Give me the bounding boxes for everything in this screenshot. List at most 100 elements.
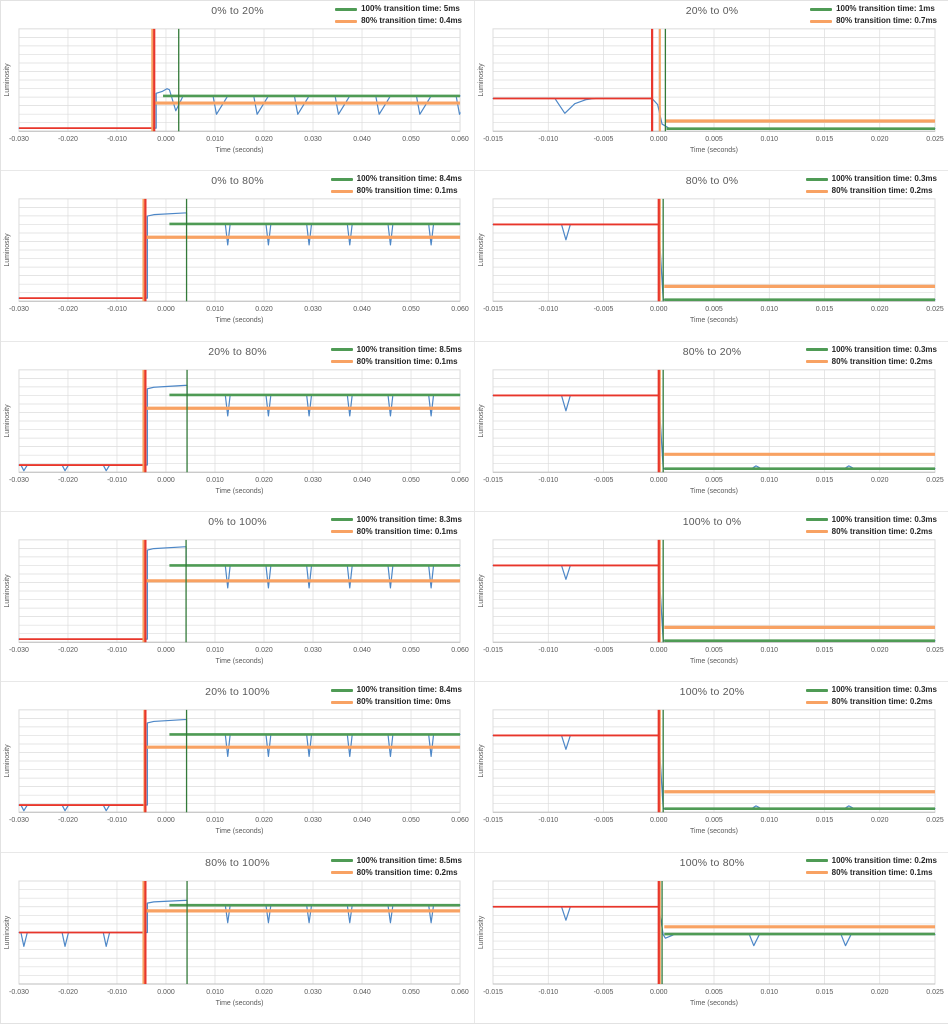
x-axis-label: Time (seconds) — [690, 488, 738, 495]
legend-line-swatch — [805, 859, 828, 863]
x-tick-label: 0.000 — [650, 989, 668, 996]
legend-label: 100% transition time: 0.3ms — [831, 344, 937, 354]
chart-plot: -0.030 -0.020 -0.010 0.000 0.010 0.020 0.030 0.… — [4, 880, 469, 1007]
legend-item: 100% transition time: 0.3ms — [805, 685, 937, 695]
x-tick-label: 0.050 — [402, 989, 420, 996]
legend-line-swatch — [330, 700, 353, 704]
x-tick-label: 0.025 — [926, 989, 944, 996]
x-tick-label: 0.015 — [816, 136, 834, 143]
legend-label: 100% transition time: 5ms — [361, 4, 460, 13]
x-tick-label: -0.030 — [9, 477, 29, 484]
x-tick-label: 0.020 — [255, 136, 273, 143]
x-tick-label: -0.010 — [538, 307, 558, 314]
chart-panel: 100% to 80% 100% transition time: 0.2ms 8… — [475, 852, 948, 1023]
luminosity-trace — [18, 88, 461, 129]
x-tick-label: 0.010 — [206, 307, 224, 314]
traces — [18, 199, 461, 302]
chart-legend: 100% transition time: 0.3ms 80% transitio… — [805, 344, 937, 367]
luminosity-trace — [18, 719, 461, 812]
chart-legend: 100% transition time: 8.4ms 80% transitio… — [330, 174, 462, 196]
y-axis-label: Luminosity — [478, 574, 485, 608]
legend-line-swatch — [805, 189, 828, 193]
x-tick-label: -0.010 — [538, 989, 558, 996]
chart-title: 100% to 80% — [679, 856, 745, 869]
y-axis-label: Luminosity — [4, 744, 11, 778]
x-tick-label: 0.050 — [402, 647, 420, 654]
traces — [18, 369, 461, 472]
legend-item: 80% transition time: 0.2ms — [805, 697, 933, 707]
x-tick-label: 0.020 — [255, 307, 273, 314]
legend-item: 100% transition time: 8.3ms — [330, 515, 462, 525]
legend-line-swatch — [805, 700, 828, 704]
legend-item: 80% transition time: 0.1ms — [805, 868, 933, 878]
chart-title: 80% to 0% — [685, 175, 739, 188]
legend-line-swatch — [805, 360, 828, 364]
x-tick-label: 0.005 — [705, 136, 723, 143]
chart-title: 0% to 80% — [211, 175, 264, 188]
legend-item: 80% transition time: 0.2ms — [330, 868, 458, 878]
chart-plot: -0.015 -0.010 -0.005 0.000 0.005 0.010 0.015 0.… — [478, 880, 944, 1007]
legend-line-swatch — [335, 7, 358, 11]
legend-line-swatch — [330, 871, 353, 875]
legend-item: 100% transition time: 0.3ms — [805, 174, 937, 184]
legend-item: 80% transition time: 0.1ms — [330, 527, 458, 537]
chart-plot: -0.015 -0.010 -0.005 0.000 0.005 0.010 0.015 0.… — [478, 709, 944, 835]
legend-label: 80% transition time: 0ms — [356, 697, 451, 707]
x-axis-label: Time (seconds) — [690, 317, 738, 324]
y-axis-label: Luminosity — [478, 233, 485, 267]
x-tick-label: 0.010 — [760, 817, 778, 824]
x-tick-label: 0.010 — [760, 307, 778, 314]
x-tick-label: -0.015 — [483, 989, 503, 996]
x-tick-label: -0.005 — [594, 136, 614, 143]
legend-line-swatch — [805, 530, 828, 534]
x-tick-label: 0.015 — [816, 817, 834, 824]
legend-item: 80% transition time: 0.1ms — [330, 357, 458, 367]
gridlines — [18, 198, 461, 303]
x-tick-label: 0.025 — [926, 136, 944, 143]
chart-legend: 100% transition time: 0.3ms 80% transitio… — [805, 174, 937, 196]
x-tick-label: 0.040 — [353, 817, 371, 824]
legend-label: 80% transition time: 0.2ms — [831, 356, 933, 366]
x-tick-label: -0.020 — [58, 817, 78, 824]
chart-title: 80% to 100% — [205, 856, 270, 869]
x-tick-label: 0.060 — [451, 477, 469, 484]
x-tick-label: 0.040 — [353, 136, 371, 143]
legend-line-swatch — [805, 348, 828, 352]
x-tick-label: 0.050 — [402, 307, 420, 314]
legend-line-swatch — [330, 688, 353, 692]
legend-item: 100% transition time: 8.4ms — [330, 174, 462, 184]
legend-item: 80% transition time: 0.2ms — [805, 356, 933, 367]
chart-panel: 0% to 100% 100% transition time: 8.3ms 80… — [1, 511, 475, 683]
chart-panel: 80% to 100% 100% transition time: 8.5ms 8… — [1, 852, 475, 1023]
x-tick-label: 0.020 — [871, 817, 889, 824]
traces — [492, 28, 936, 132]
x-tick-label: -0.030 — [9, 136, 29, 143]
x-tick-label: 0.000 — [650, 307, 668, 314]
gridlines — [492, 880, 936, 985]
x-axis-label: Time (seconds) — [216, 317, 264, 324]
x-tick-label: 0.000 — [157, 647, 175, 654]
x-tick-label: -0.005 — [594, 989, 614, 996]
x-tick-label: 0.020 — [255, 477, 273, 484]
x-tick-label: 0.015 — [816, 647, 834, 654]
x-tick-label: 0.000 — [157, 817, 175, 824]
traces — [492, 880, 936, 984]
legend-label: 100% transition time: 8.4ms — [356, 174, 462, 184]
legend-item: 100% transition time: 5ms — [335, 4, 460, 14]
chart-panel: 20% to 0% 100% transition time: 1ms 80% t… — [475, 1, 948, 172]
chart-plot: -0.015 -0.010 -0.005 0.000 0.005 0.010 0.015 0.… — [478, 539, 944, 665]
legend-line-swatch — [330, 859, 353, 863]
x-axis-label: Time (seconds) — [216, 828, 264, 835]
chart-legend: 100% transition time: 0.2ms 80% transitio… — [805, 856, 937, 878]
legend-item: 100% transition time: 0.3ms — [805, 344, 937, 355]
x-tick-label: 0.025 — [926, 477, 944, 484]
x-tick-label: 0.005 — [705, 989, 723, 996]
x-tick-label: -0.010 — [538, 477, 558, 484]
chart-plot: -0.030 -0.020 -0.010 0.000 0.010 0.020 0.030 0.… — [4, 539, 469, 665]
x-tick-label: 0.040 — [353, 477, 371, 484]
x-tick-label: -0.005 — [594, 477, 614, 484]
x-tick-label: 0.020 — [871, 477, 889, 484]
chart-plot: -0.030 -0.020 -0.010 0.000 0.010 0.020 0.030 0.… — [4, 198, 469, 324]
x-tick-label: 0.000 — [650, 477, 668, 484]
luminosity-trace — [18, 899, 461, 947]
